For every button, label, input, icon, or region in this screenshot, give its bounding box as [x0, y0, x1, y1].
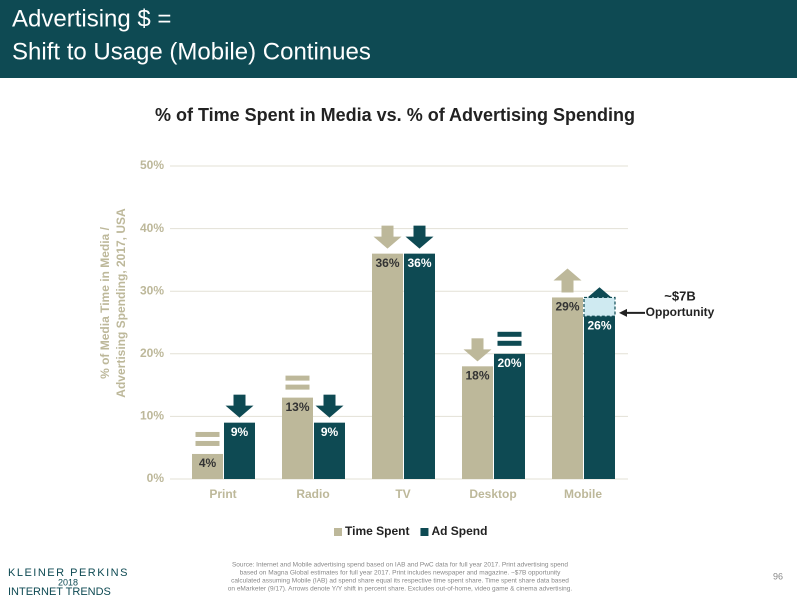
shift-marker [315, 394, 344, 418]
bar [282, 397, 313, 479]
source: Source: Internet and Mobile advertising … [232, 562, 568, 569]
y-axis-label: % of Media Time in Media / Advertising S… [98, 208, 128, 398]
value-label: 36% [375, 256, 399, 270]
bar [584, 316, 615, 479]
value-label: 13% [285, 400, 309, 414]
bar [372, 253, 403, 479]
header-title: Advertising $ = [12, 5, 171, 32]
x-tick-label: Radio [296, 487, 329, 501]
x-tick-label: Desktop [469, 487, 516, 501]
shift-marker [285, 375, 310, 390]
bar [404, 253, 435, 479]
value-label: 18% [465, 368, 489, 382]
y-tick-label: 50% [140, 158, 164, 172]
shift-glyph [561, 280, 574, 293]
header-title: Shift to Usage (Mobile) Continues [12, 38, 371, 65]
shift-glyph [405, 236, 434, 249]
shift-marker [463, 338, 492, 362]
bar [192, 453, 223, 479]
source: based on Magna Global estimates for full… [240, 570, 561, 577]
legend-label: Time Spent [345, 524, 409, 538]
annotation: Opportunity [646, 305, 715, 319]
shift-glyph [233, 394, 246, 407]
bar [224, 422, 255, 479]
source: on eMarketer (9/17). Arrows denote Y/Y s… [228, 586, 573, 593]
x-tick-label: TV [395, 487, 410, 501]
opportunity-box [583, 296, 616, 317]
y-tick-label: 20% [140, 346, 164, 360]
logo: 2018 [58, 577, 78, 587]
legend-swatch [420, 528, 429, 536]
bar [314, 422, 345, 479]
y-label: Advertising Spending, 2017, USA [114, 208, 128, 398]
logo: KLEINER PERKINS [8, 567, 129, 579]
logo: INTERNET TRENDS [8, 586, 111, 598]
legend-label: Ad Spend [431, 524, 487, 538]
shift-glyph [463, 349, 492, 362]
legend-swatch [334, 528, 342, 536]
shift-glyph [285, 375, 310, 381]
y-tick-label: 30% [140, 283, 164, 297]
annotation: ~$7B [664, 288, 695, 303]
bar [494, 353, 525, 479]
source: calculated assuming Mobile (IAB) ad spen… [231, 578, 569, 585]
shift-glyph [323, 394, 336, 407]
x-tick-label: Mobile [564, 487, 602, 501]
header-bar [0, 0, 797, 78]
shift-glyph [553, 268, 582, 281]
shift-marker [225, 394, 254, 418]
shift-glyph [497, 340, 522, 346]
y-tick-label: 0% [147, 471, 165, 485]
shift-glyph [225, 405, 254, 418]
y-tick-label: 40% [140, 221, 164, 235]
shift-glyph [585, 287, 614, 300]
x-tick-label: Print [209, 487, 236, 501]
value-label: 20% [497, 356, 521, 370]
value-label: 36% [407, 256, 431, 270]
chart-title: % of Time Spent in Media vs. % of Advert… [155, 105, 635, 125]
shift-marker [553, 268, 582, 293]
page-number: 96 [773, 571, 783, 581]
value-label: 9% [321, 425, 339, 439]
shift-glyph [315, 405, 344, 418]
y-label: % of Media Time in Media / [98, 226, 112, 378]
shift-glyph [413, 225, 426, 238]
shift-marker [373, 225, 402, 249]
shift-marker [195, 431, 220, 446]
shift-glyph [195, 440, 220, 446]
value-label: 9% [231, 425, 249, 439]
annotation-arrowhead [619, 308, 627, 317]
shift-glyph [471, 338, 484, 351]
value-label: 26% [587, 318, 611, 332]
value-label: 4% [199, 456, 217, 470]
shift-glyph [373, 236, 402, 249]
y-tick-label: 10% [140, 409, 164, 423]
shift-glyph [285, 384, 310, 390]
value-label: 29% [555, 300, 579, 314]
shift-glyph [381, 225, 394, 238]
bar [552, 297, 583, 479]
shift-marker [497, 331, 522, 346]
shift-marker [405, 225, 434, 249]
bar [462, 366, 493, 479]
shift-glyph [195, 431, 220, 437]
shift-glyph [497, 331, 522, 337]
